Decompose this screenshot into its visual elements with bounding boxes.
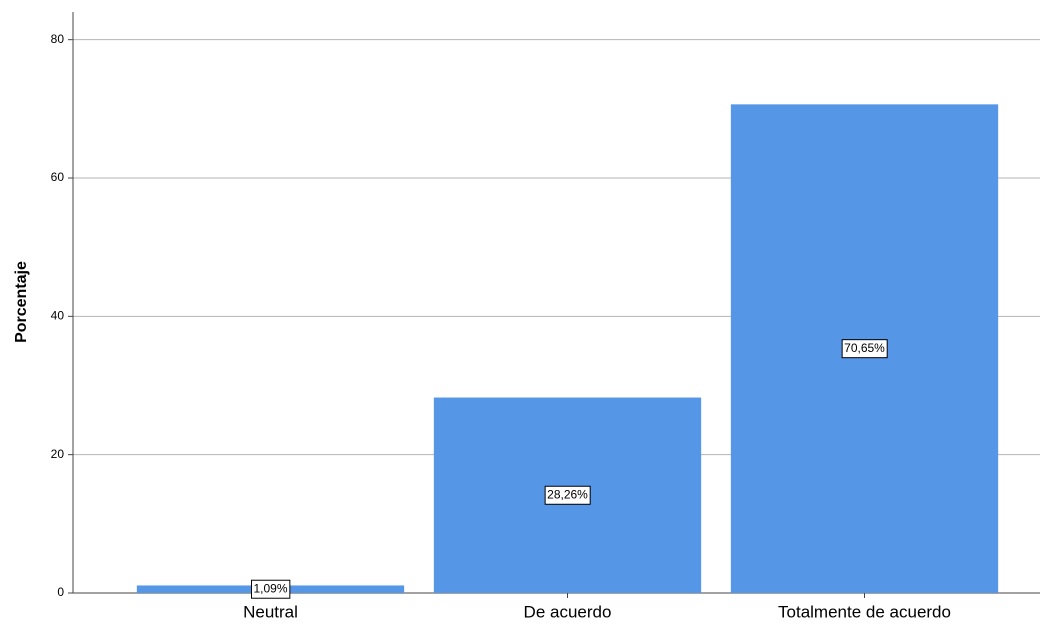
- value-label-box: [250, 579, 291, 599]
- value-label-box: [544, 485, 591, 505]
- value-label: 1,09%: [253, 581, 287, 595]
- x-tick-label: Totalmente de acuerdo: [778, 602, 951, 621]
- y-tick-label: 40: [51, 309, 65, 323]
- y-axis-title: Porcentaje: [13, 261, 30, 343]
- value-label-box: [841, 339, 888, 359]
- y-tick-label: 60: [51, 170, 65, 184]
- value-label: 70,65%: [844, 341, 885, 355]
- y-tick-label: 20: [51, 447, 65, 461]
- y-tick-label: 0: [57, 585, 64, 599]
- x-tick-label: De acuerdo: [524, 602, 612, 621]
- y-tick-label: 80: [51, 32, 65, 46]
- value-label: 28,26%: [547, 487, 588, 501]
- x-tick-label: Neutral: [243, 602, 298, 621]
